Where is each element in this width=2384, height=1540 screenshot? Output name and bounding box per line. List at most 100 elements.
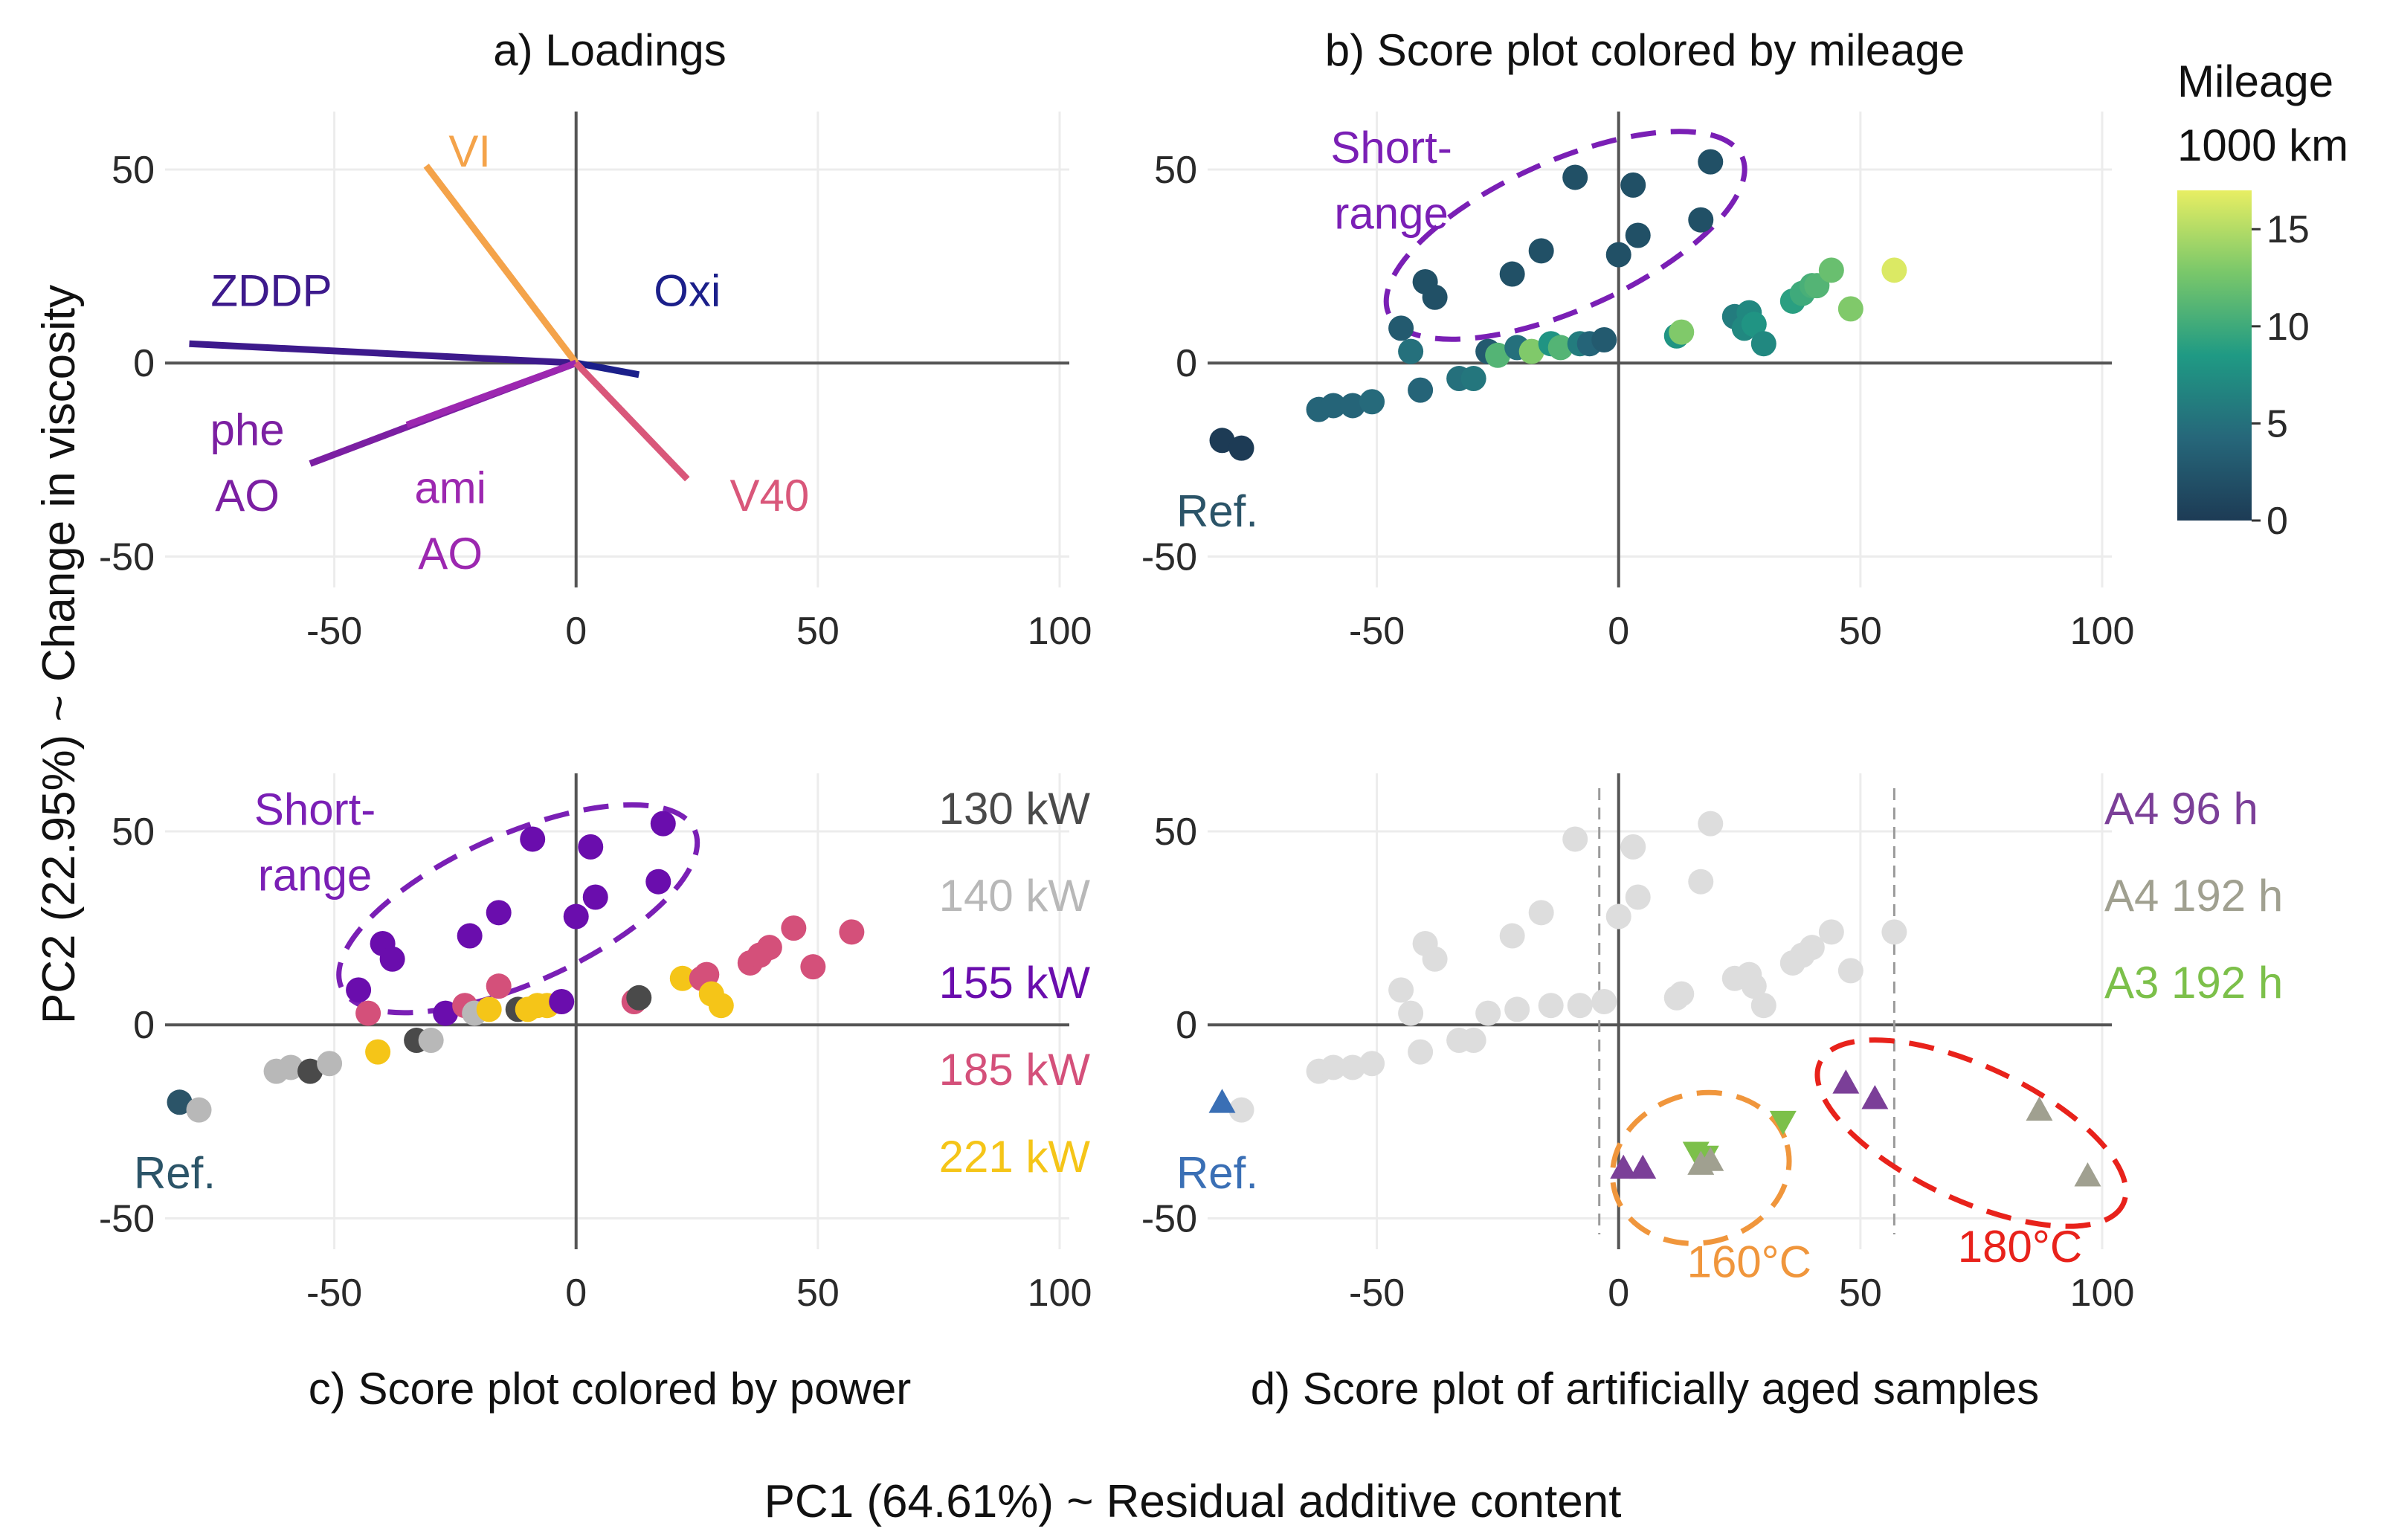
background-point	[1567, 993, 1593, 1019]
loading-label: ami	[414, 463, 486, 513]
power-point	[520, 826, 546, 852]
x-tick-label: 100	[2070, 610, 2135, 653]
background-point	[1460, 1028, 1486, 1054]
mileage-point	[1605, 242, 1631, 268]
power-point	[418, 1028, 444, 1054]
x-tick-label: 0	[1608, 1272, 1629, 1315]
panel-a-title: a) Loadings	[493, 25, 727, 75]
background-point	[1321, 1054, 1347, 1080]
x-tick-label: 50	[796, 610, 840, 653]
y-tick-label: 50	[112, 811, 155, 854]
power-point	[167, 1089, 193, 1115]
x-tick-label: 100	[1028, 610, 1092, 653]
background-point	[1340, 1054, 1366, 1080]
mileage-point	[1388, 315, 1414, 341]
background-point	[1837, 958, 1863, 984]
power-point	[317, 1051, 343, 1077]
legend-item: A4 192 h	[2104, 871, 2283, 921]
ellipse-160c	[1610, 1089, 1792, 1246]
power-point	[756, 935, 782, 961]
loading-label: Oxi	[654, 265, 721, 315]
y-tick-label: -50	[1141, 1197, 1197, 1240]
y-tick-label: 0	[1176, 342, 1197, 385]
loading-label: VI	[448, 126, 491, 176]
legend-item: 130 kW	[939, 784, 1091, 834]
background-point	[1499, 923, 1525, 949]
annotation-label: range	[258, 850, 372, 900]
aged-triangle	[1629, 1154, 1657, 1179]
aged-triangle	[1208, 1089, 1236, 1113]
background-point	[1422, 946, 1448, 972]
colorbar	[2177, 190, 2252, 521]
annotation-label: range	[1334, 188, 1448, 238]
colorbar-tick-label: 10	[2267, 306, 2310, 349]
x-tick-label: 100	[2070, 1272, 2135, 1315]
background-point	[1669, 981, 1695, 1007]
background-point	[1605, 903, 1631, 930]
x-tick-label: 0	[565, 1272, 587, 1315]
mileage-point	[1398, 338, 1424, 364]
y-tick-label: 0	[133, 1004, 155, 1047]
background-point	[1359, 1051, 1385, 1077]
power-point	[297, 1058, 323, 1084]
mileage-point	[1881, 257, 1907, 283]
y-tick-label: 50	[112, 149, 155, 192]
power-point	[578, 834, 604, 860]
panel-c-title: c) Score plot colored by power	[309, 1364, 911, 1414]
power-point	[650, 811, 676, 837]
power-point	[549, 988, 575, 1014]
loading-label: phe	[210, 405, 284, 455]
aged-triangle	[1610, 1154, 1637, 1179]
panel-d-title: d) Score plot of artificially aged sampl…	[1251, 1364, 2040, 1414]
power-point	[839, 919, 865, 945]
colorbar-tick-label: 15	[2267, 208, 2310, 251]
x-tick-label: -50	[306, 610, 362, 653]
annotation-label: 160°C	[1687, 1237, 1811, 1287]
mileage-point	[1698, 149, 1724, 175]
x-axis-label: PC1 (64.61%) ~ Residual additive content	[764, 1476, 1622, 1527]
legend-item: A4 96 h	[2104, 784, 2258, 834]
mileage-point	[1547, 335, 1573, 361]
aged-triangle	[2026, 1096, 2053, 1121]
legend-item: 185 kW	[939, 1045, 1091, 1095]
background-point	[1750, 993, 1776, 1019]
power-point	[186, 1097, 212, 1123]
mileage-point	[1499, 261, 1525, 287]
power-point	[379, 946, 405, 972]
annotation-label: Short-	[1330, 123, 1452, 173]
background-point	[1698, 811, 1724, 837]
annotation-label: 180°C	[1958, 1222, 2082, 1272]
x-tick-label: -50	[1349, 610, 1405, 653]
power-point	[278, 1054, 304, 1080]
background-point	[1881, 919, 1907, 945]
x-tick-label: -50	[1349, 1272, 1405, 1315]
panel-c-power: -50 0 50 100 50 0 -50 Short-range Ref. 130 kW 140 …	[99, 773, 1092, 1315]
mileage-point	[1625, 222, 1651, 248]
power-point	[694, 961, 720, 988]
background-point	[1625, 884, 1651, 910]
loading-line-v40	[573, 361, 690, 482]
background-point	[1504, 996, 1530, 1022]
mileage-point	[1750, 331, 1776, 357]
power-point	[365, 1039, 391, 1065]
power-point	[781, 915, 807, 941]
legend-item: 221 kW	[939, 1132, 1091, 1182]
power-point	[346, 977, 372, 1003]
colorbar-title-line2: 1000 km	[2177, 120, 2348, 170]
loading-label: AO	[215, 471, 280, 521]
mileage-point	[1688, 207, 1714, 233]
power-point	[800, 954, 826, 980]
mileage-point	[1837, 296, 1863, 322]
background-point	[1398, 1000, 1424, 1026]
colorbar-tick-label: 5	[2267, 402, 2288, 445]
x-tick-label: 50	[796, 1272, 840, 1315]
power-point	[433, 1000, 459, 1026]
panel-a-loadings: -50 0 50 100 50 0 -50 ZDDP Oxi VI phe AO ami AO V40	[99, 112, 1092, 653]
colorbar-title-line1: Mileage	[2177, 57, 2333, 106]
aged-triangle	[1832, 1069, 1860, 1094]
background-point	[1799, 935, 1825, 961]
y-tick-label: -50	[1141, 535, 1197, 579]
background-point	[1818, 919, 1844, 945]
power-point	[708, 993, 734, 1019]
